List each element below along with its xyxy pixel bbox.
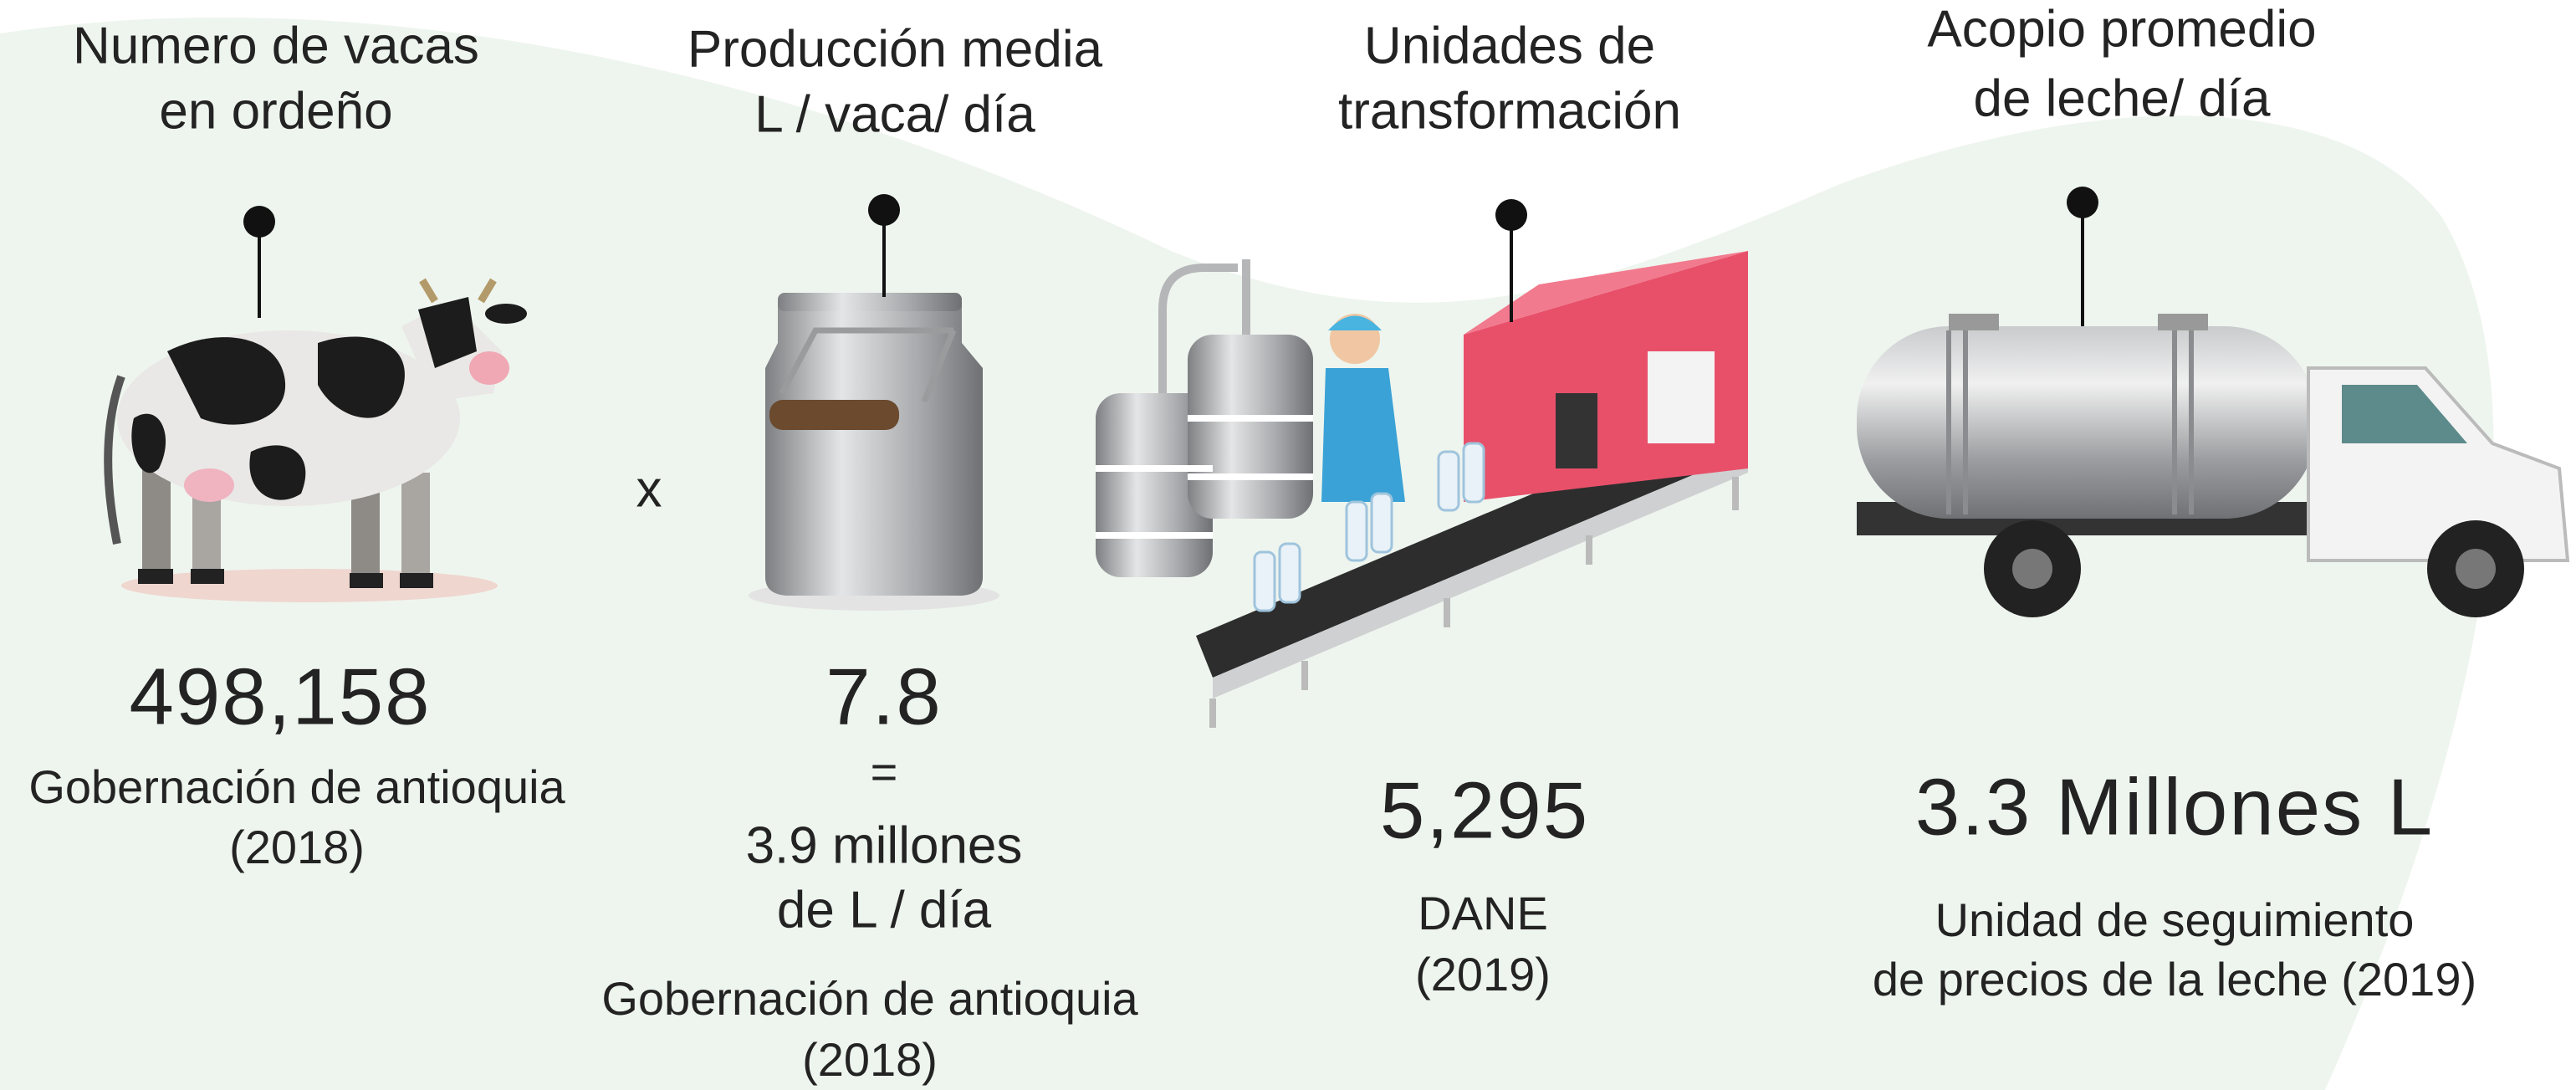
panel-source: de precios de la leche (2019) [1873,953,2476,1006]
pin [1495,199,1527,231]
operator: x [636,460,662,518]
panel-source: DANE [1418,887,1548,939]
panel-title: transformación [1338,82,1681,140]
panel-source: Unidad de seguimiento [1935,893,2415,946]
panel-title: en ordeño [159,82,392,140]
panel-title: Unidades de [1364,17,1655,74]
pin [2067,187,2098,218]
panel-title: Acopio promedio [1927,0,2316,58]
panel-source: (2018) [802,1033,938,1086]
factory-illustration [1096,251,1748,728]
background-blob [0,17,2494,1090]
panel-value: 5,295 [1380,765,1589,855]
panel-source: Gobernación de antioquia [601,972,1138,1025]
operator: = [871,745,898,798]
panel-result: de L / día [777,881,992,939]
panel-value: 7.8 [825,652,942,741]
panel-title: L / vaca/ día [754,85,1035,143]
panel-title: Numero de vacas [73,17,479,74]
panel-source: (2019) [1415,948,1551,1000]
cow-illustration [104,278,527,602]
milk-can-illustration [749,293,999,611]
panel-source: Gobernación de antioquia [28,760,565,813]
panel-title: de leche/ día [1973,69,2271,127]
truck-illustration [1857,314,2570,617]
panel-result: 3.9 millones [746,816,1023,874]
panel-title: Producción media [687,20,1103,78]
panel-source: (2018) [229,821,365,873]
panel-value: 3.3 Millones L [1915,762,2434,852]
pin [868,194,900,226]
pin [243,206,275,238]
panel-value: 498,158 [129,652,431,741]
